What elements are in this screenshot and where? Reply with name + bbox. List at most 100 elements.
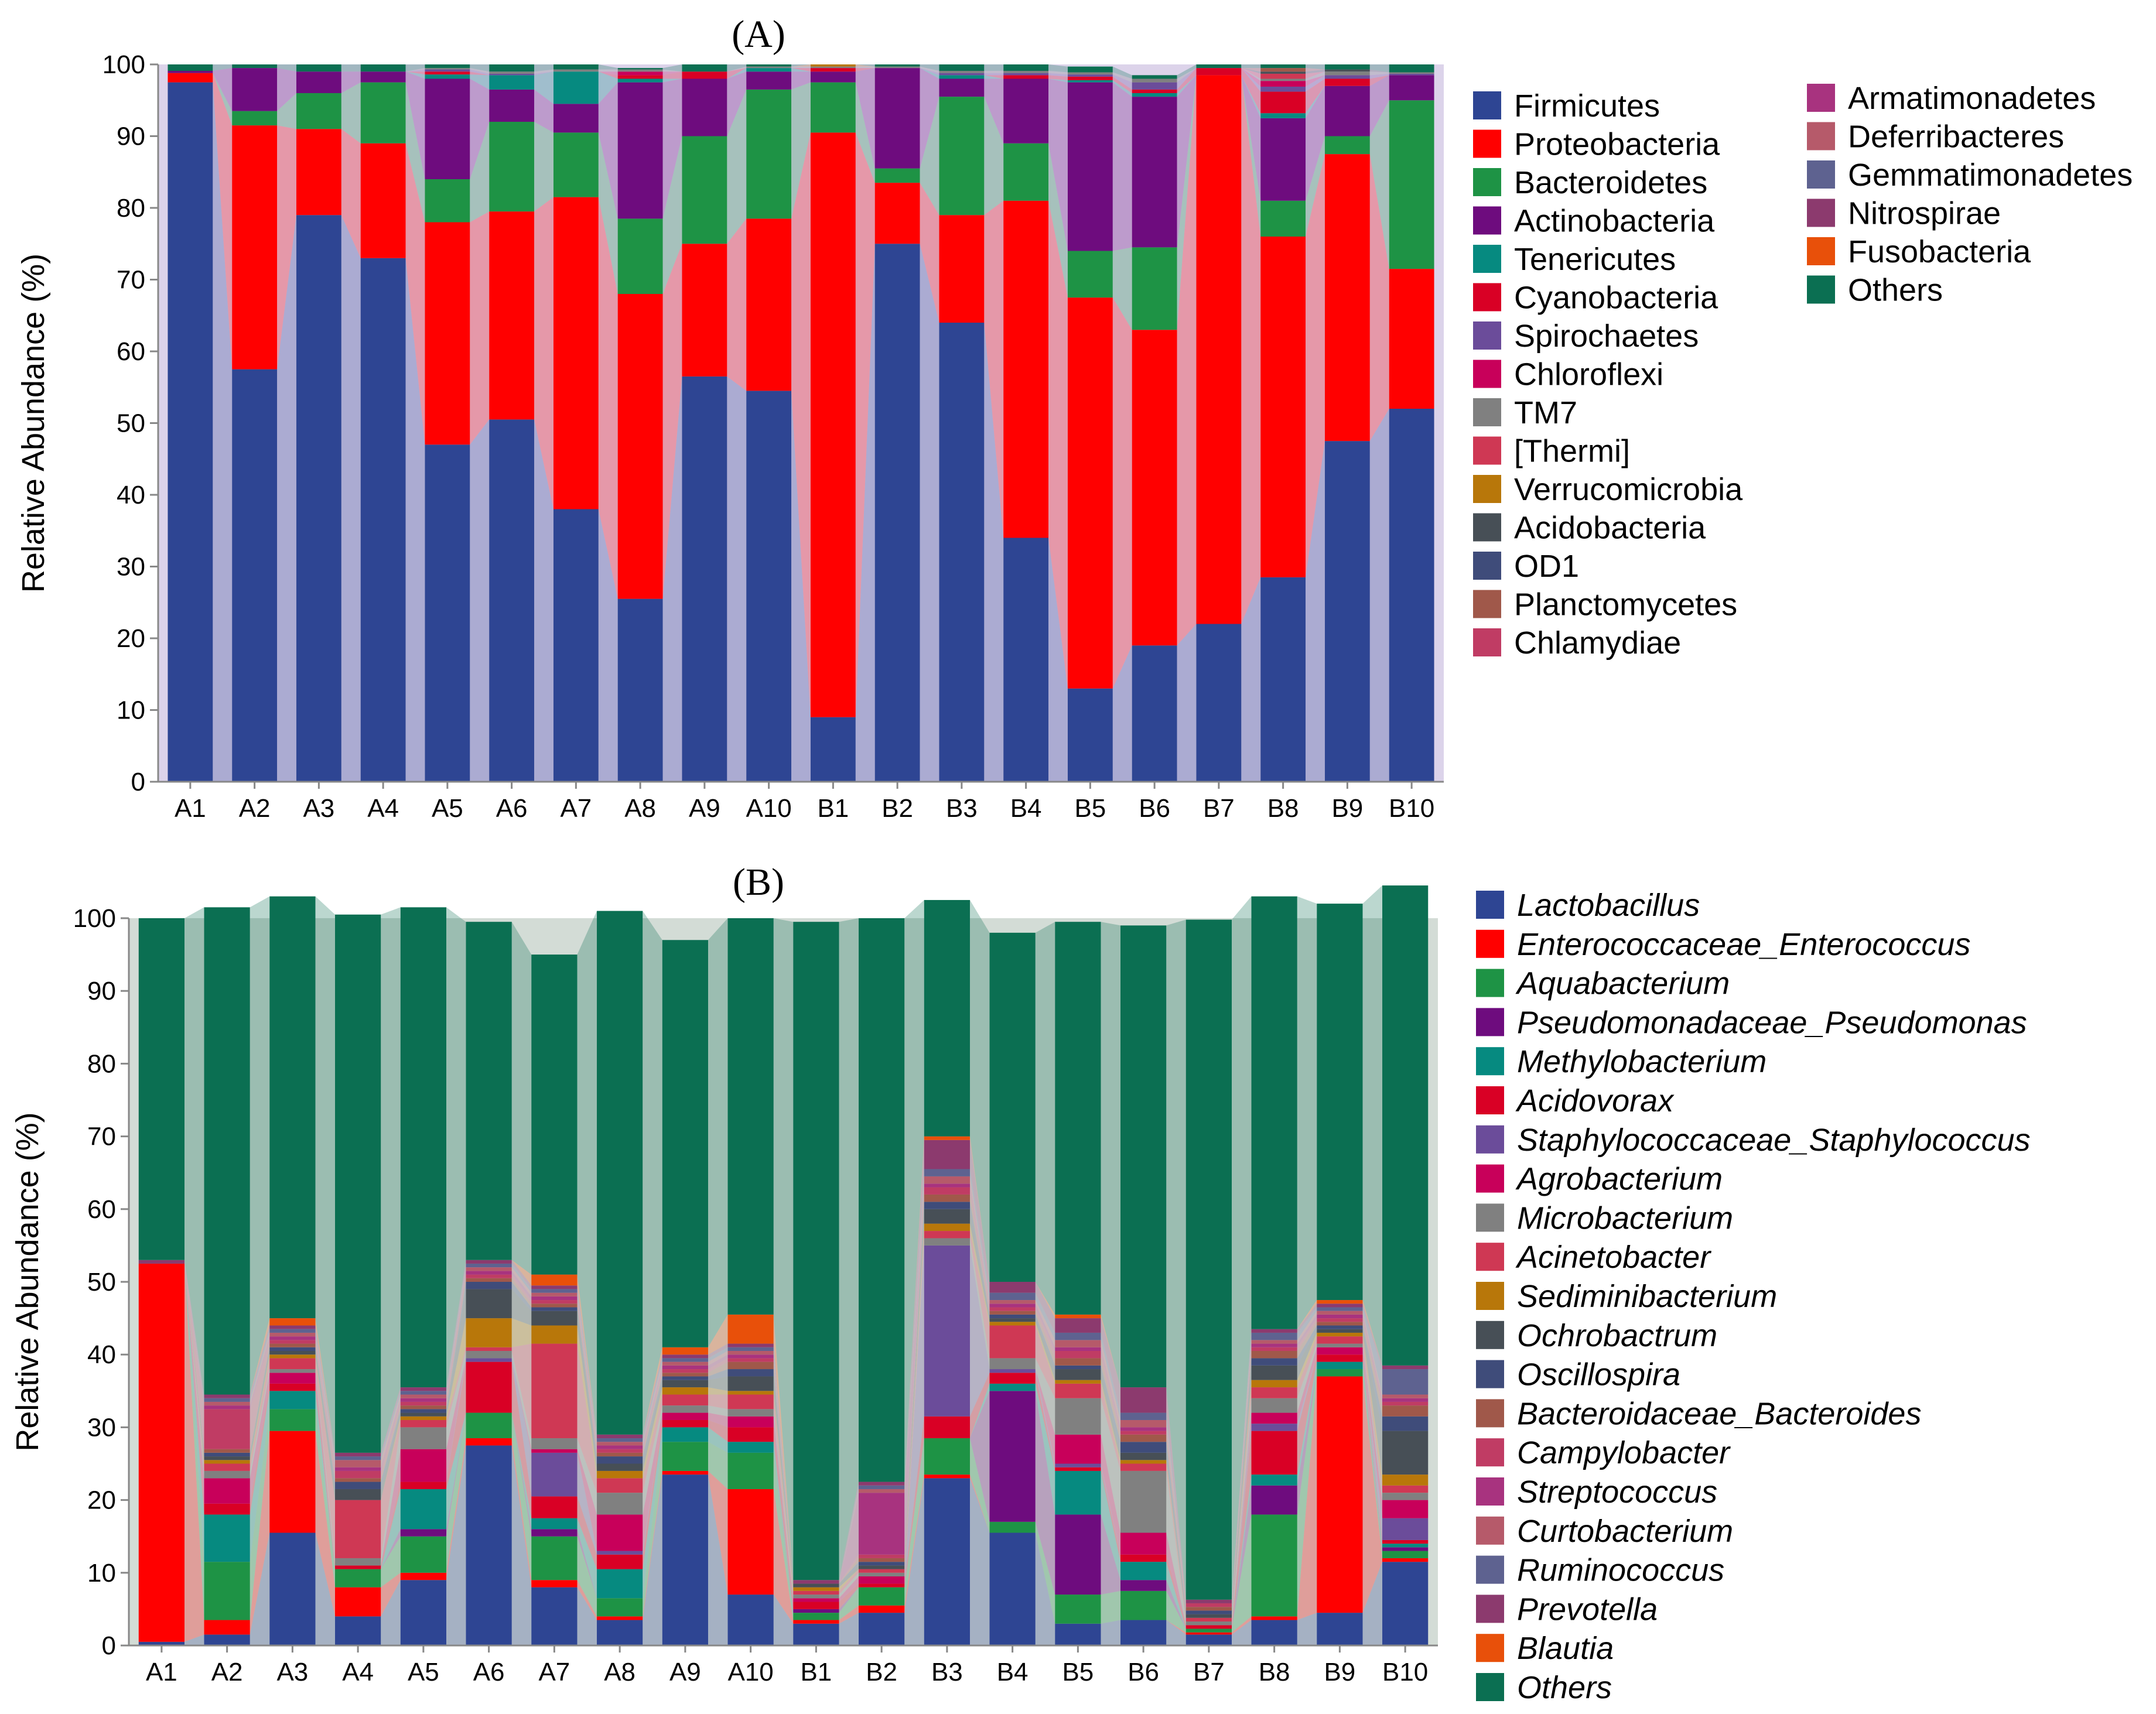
x-tick-label-a1: A1 <box>146 1658 177 1686</box>
bar-segment-others-b8 <box>1260 64 1306 69</box>
series-band <box>855 66 875 69</box>
legend-label: Verrucomicrobia <box>1514 472 1743 507</box>
bar-segment-planctomycetes-b8 <box>1260 68 1306 72</box>
bar-segment-bacteroidetes-b8 <box>1260 200 1306 237</box>
bar-segment-bacteroidaceae-bacteroides-a5 <box>400 1405 446 1409</box>
bar-segment-curtobacterium-b5 <box>1055 1340 1101 1347</box>
bar-segment-microbacterium-a6 <box>466 1350 512 1359</box>
series-band <box>1166 1562 1186 1629</box>
bar-segment-methylobacterium-b8 <box>1251 1474 1297 1486</box>
bar-segment-enterococcaceae-enterococcus-a8 <box>597 1616 643 1620</box>
bar-segment-lactobacillus-b2 <box>859 1613 905 1645</box>
legend-swatch <box>1807 160 1835 189</box>
legend-swatch <box>1476 1125 1504 1154</box>
series-band <box>598 197 618 599</box>
series-band <box>1369 71 1389 76</box>
series-band <box>1048 200 1068 689</box>
series-band <box>405 71 425 179</box>
bar-segment-enterococcaceae-enterococcus-a7 <box>531 1580 578 1588</box>
bar-segment-campylobacter-b4 <box>989 1307 1036 1311</box>
bar-segment-prevotella-b7 <box>1185 1599 1232 1603</box>
bar-segment-lactobacillus-b4 <box>989 1532 1036 1645</box>
bar-segment-proteobacteria-a1 <box>168 73 213 83</box>
bar-segment-acidovorax-b9 <box>1317 1354 1363 1362</box>
y-tick-label: 50 <box>87 1268 116 1296</box>
x-tick-label-a3: A3 <box>276 1658 308 1686</box>
x-tick-label-a6: A6 <box>473 1658 505 1686</box>
bar-segment-others-b2 <box>859 918 905 1482</box>
series-band <box>1362 1307 1383 1395</box>
series-band <box>577 1285 597 1439</box>
legend-label: Others <box>1517 1670 1612 1705</box>
legend-label: Chloroflexi <box>1514 357 1663 392</box>
bar-segment-tm7-a6 <box>489 71 535 74</box>
y-tick-label: 80 <box>117 194 145 223</box>
bar-segment-pseudomonadaceae-pseudomonas-b8 <box>1251 1485 1297 1515</box>
series-band <box>643 1405 662 1515</box>
bar-segment-ruminococcus-a5 <box>400 1391 446 1395</box>
bar-segment-streptococcus-a7 <box>531 1296 578 1301</box>
bar-segment-campylobacter-b2 <box>859 1554 905 1558</box>
bar-segment-blautia-a3 <box>269 1318 316 1326</box>
series-band <box>446 1361 466 1489</box>
legend-swatch <box>1476 1673 1504 1701</box>
series-band <box>598 82 618 219</box>
series-band <box>1297 1343 1317 1413</box>
bar-segment-acidovorax-b2 <box>859 1583 905 1588</box>
series-band <box>1297 1318 1317 1351</box>
y-tick-label: 90 <box>117 122 145 151</box>
series-band <box>1241 68 1261 87</box>
bar-segment-proteobacteria-b5 <box>1067 297 1113 689</box>
bar-segment-campylobacter-b5 <box>1055 1350 1101 1359</box>
bar-segment-streptococcus-a6 <box>466 1271 512 1275</box>
series-band <box>184 1260 204 1398</box>
bar-segment-actinobacteria-a7 <box>553 104 599 133</box>
series-band <box>277 64 296 72</box>
series-band <box>1306 69 1325 74</box>
bar-segment-agrobacterium-a9 <box>662 1412 708 1420</box>
series-band <box>511 1350 532 1449</box>
bar-segment-campylobacter-b8 <box>1251 1347 1297 1351</box>
series-band <box>1369 100 1389 269</box>
series-band <box>839 1572 859 1599</box>
legend-swatch <box>1476 1634 1504 1662</box>
bar-segment-staphylococcaceae-staphylococcus-a6 <box>466 1358 512 1362</box>
series-band <box>1231 1365 1252 1618</box>
series-band <box>920 183 939 323</box>
series-band <box>534 69 553 74</box>
bar-segment-blautia-b3 <box>924 1136 970 1140</box>
bar-segment-others-b6 <box>1132 75 1177 79</box>
x-tick-label-a9: A9 <box>689 794 720 823</box>
bar-segment-tm7-b8 <box>1260 78 1306 81</box>
series-band <box>791 68 811 72</box>
series-band <box>969 1202 990 1319</box>
bar-segment-bacteroidetes-a6 <box>489 122 535 212</box>
x-tick-label-a10: A10 <box>746 794 791 823</box>
series-band <box>1101 1467 1121 1562</box>
legend-swatch <box>1473 436 1501 465</box>
bar-segment-methylobacterium-a9 <box>662 1427 708 1442</box>
series-band <box>904 1187 924 1558</box>
bar-segment-campylobacter-b3 <box>924 1187 970 1195</box>
bar-segment-actinobacteria-a6 <box>489 89 535 122</box>
series-band <box>577 1300 597 1453</box>
series-band <box>577 1343 597 1493</box>
series-band <box>904 1169 924 1489</box>
y-tick-label: 0 <box>102 1631 116 1660</box>
series-band <box>1241 68 1261 81</box>
series-band <box>1306 78 1325 114</box>
bar-segment-sediminibacterium-a6 <box>466 1318 512 1347</box>
bar-segment-firmicutes-a9 <box>682 376 727 782</box>
series-band <box>381 1572 401 1617</box>
series-band <box>598 69 618 72</box>
series-band <box>184 1263 204 1406</box>
series-band <box>381 1391 401 1460</box>
series-band <box>534 64 553 72</box>
bar-segment-ruminococcus-b3 <box>924 1169 970 1176</box>
bar-segment-lactobacillus-a2 <box>204 1634 250 1645</box>
series-band <box>1231 1616 1252 1635</box>
series-band <box>727 64 747 72</box>
bar-segment-cyanobacteria-b1 <box>810 68 856 72</box>
bar-segment-sediminibacterium-b5 <box>1055 1380 1101 1384</box>
